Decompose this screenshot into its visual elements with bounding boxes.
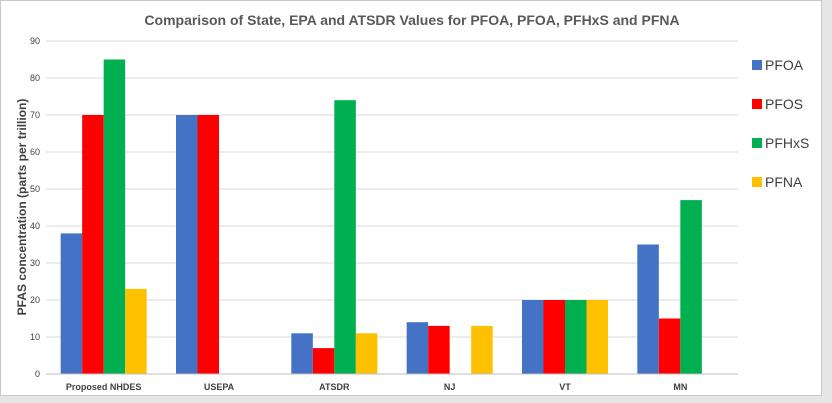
legend: PFOA PFOS PFHxS PFNA <box>752 57 809 190</box>
y-tick-label: 0 <box>35 369 40 379</box>
y-tick-label: 10 <box>30 332 40 342</box>
chart-svg: Comparison of State, EPA and ATSDR Value… <box>15 12 809 392</box>
bar-pfos <box>312 348 335 374</box>
bar-pfna <box>471 325 493 374</box>
bars-layer <box>60 59 702 374</box>
legend-label: PFNA <box>765 174 803 190</box>
y-tick-label: 30 <box>30 258 40 268</box>
chart-title: Comparison of State, EPA and ATSDR Value… <box>144 12 679 28</box>
chart-frame: Comparison of State, EPA and ATSDR Value… <box>0 0 822 396</box>
bar-pfos <box>82 115 104 374</box>
legend-label: PFOA <box>765 57 804 73</box>
bar-pfhxs <box>334 100 356 374</box>
legend-swatch <box>752 60 762 70</box>
bar-pfos <box>428 325 450 374</box>
x-tick-label: VT <box>559 382 571 392</box>
bar-pfna <box>125 288 147 374</box>
bar-pfoa <box>291 333 313 374</box>
legend-label: PFHxS <box>765 135 809 151</box>
bar-pfhxs <box>103 59 126 374</box>
x-axis: Proposed NHDES USEPA ATSDR NJ VT MN <box>46 373 738 392</box>
bar-pfos <box>543 300 565 374</box>
y-tick-label: 50 <box>30 184 40 194</box>
bar-pfna <box>355 333 378 374</box>
bar-pfoa <box>406 322 429 374</box>
bar-pfoa <box>176 115 198 374</box>
bar-pfoa <box>60 233 83 374</box>
y-tick-label: 90 <box>30 36 40 46</box>
x-tick-label: USEPA <box>204 382 235 392</box>
x-tick-label: Proposed NHDES <box>66 382 142 392</box>
y-axis-label: PFAS concentration (parts per trillion) <box>15 99 29 316</box>
y-tick-label: 60 <box>30 147 40 157</box>
y-tick-label: 20 <box>30 295 40 305</box>
bar-pfos <box>197 115 219 374</box>
y-tick-label: 80 <box>30 73 40 83</box>
bar-pfos <box>658 318 681 374</box>
legend-swatch <box>752 177 762 187</box>
bar-pfna <box>586 300 608 374</box>
legend-label: PFOS <box>765 96 803 112</box>
y-tick-label: 40 <box>30 221 40 231</box>
bar-pfhxs <box>565 300 587 374</box>
legend-swatch <box>752 99 762 109</box>
x-tick-label: ATSDR <box>319 382 350 392</box>
y-tick-label: 70 <box>30 110 40 120</box>
bar-pfoa <box>637 244 659 374</box>
bar-pfhxs <box>680 200 702 374</box>
x-tick-label: NJ <box>444 382 456 392</box>
legend-swatch <box>752 138 762 148</box>
bar-pfoa <box>522 300 544 374</box>
x-tick-label: MN <box>673 382 687 392</box>
grid-layer: 0 10 20 30 40 50 60 70 80 90 <box>30 36 738 379</box>
